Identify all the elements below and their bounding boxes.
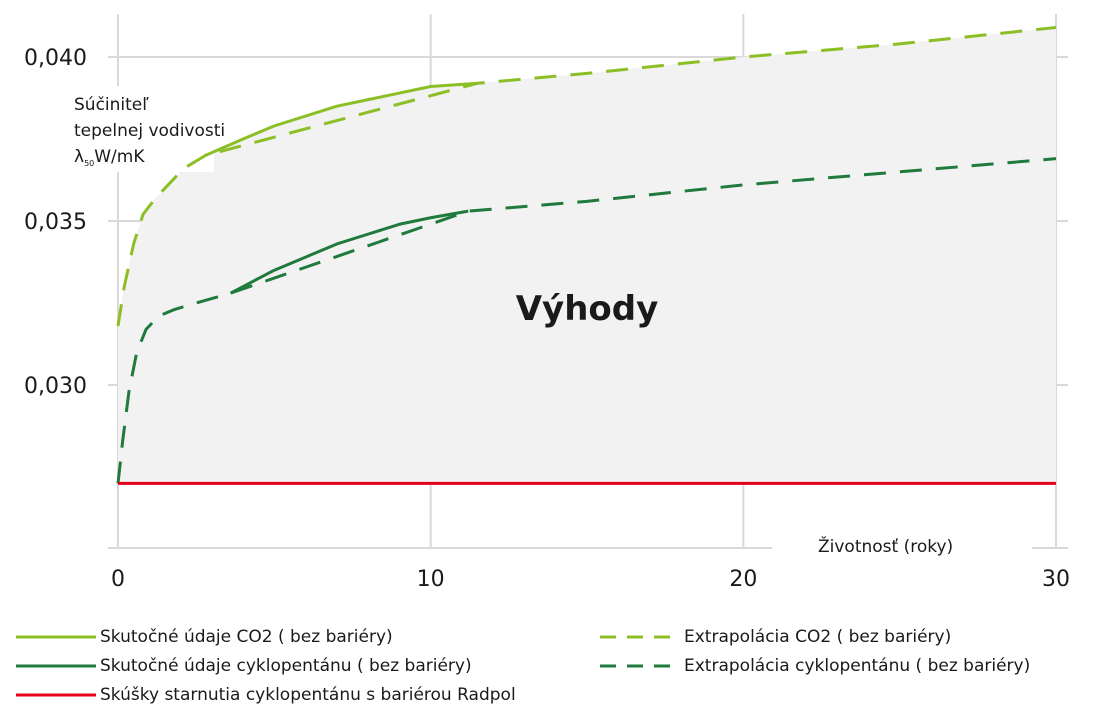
- legend-label: Skutočné údaje cyklopentánu ( bez bariér…: [100, 656, 472, 676]
- annotation-advantages: Výhody: [516, 289, 659, 329]
- legend-label: Skutočné údaje CO2 ( bez bariéry): [100, 627, 393, 647]
- series-cyclopentane-actual: [229, 209, 469, 295]
- advantage-region: [118, 27, 1056, 484]
- y-axis-label-line2: tepelnej vodivosti: [74, 121, 225, 141]
- x-axis-label: Životnosť (roky): [818, 535, 953, 557]
- x-tick-label: 0: [111, 567, 125, 592]
- legend-swatch-solid-red: [16, 693, 96, 697]
- legend-label: Extrapolácia CO2 ( bez bariéry): [684, 627, 952, 647]
- legend-swatch-dashed-light-green: [600, 635, 680, 639]
- series-co2-extrapolation: [116, 25, 1057, 327]
- y-tick-label: 0,035: [24, 210, 87, 235]
- y-tick-label: 0,030: [24, 374, 87, 399]
- series-co2-actual: [204, 81, 478, 157]
- chart: 0,030 0,035 0,040 0 10 20 30 Súčiniteľ tepelnej …: [24, 14, 1070, 592]
- y-axis-label-line1: Súčiniteľ: [74, 95, 149, 115]
- legend-label: Extrapolácia cyklopentánu ( bez bariéry): [684, 656, 1031, 676]
- legend-swatch-dashed-dark-green: [600, 664, 680, 668]
- legend-label: Skúšky starnutia cyklopentánu s bariérou…: [100, 685, 516, 705]
- xlabel-background: [772, 528, 1032, 564]
- y-axis-label-line3: λ50W/mK: [74, 147, 145, 168]
- legend-swatch-solid-dark-green: [16, 664, 96, 668]
- y-tick-label: 0,040: [24, 46, 87, 71]
- ylabel-background: [64, 86, 214, 172]
- legend-swatch-solid-light-green: [16, 635, 96, 639]
- x-tick-label: 30: [1042, 567, 1070, 592]
- x-tick-label: 10: [417, 567, 445, 592]
- x-tick-label: 20: [729, 567, 757, 592]
